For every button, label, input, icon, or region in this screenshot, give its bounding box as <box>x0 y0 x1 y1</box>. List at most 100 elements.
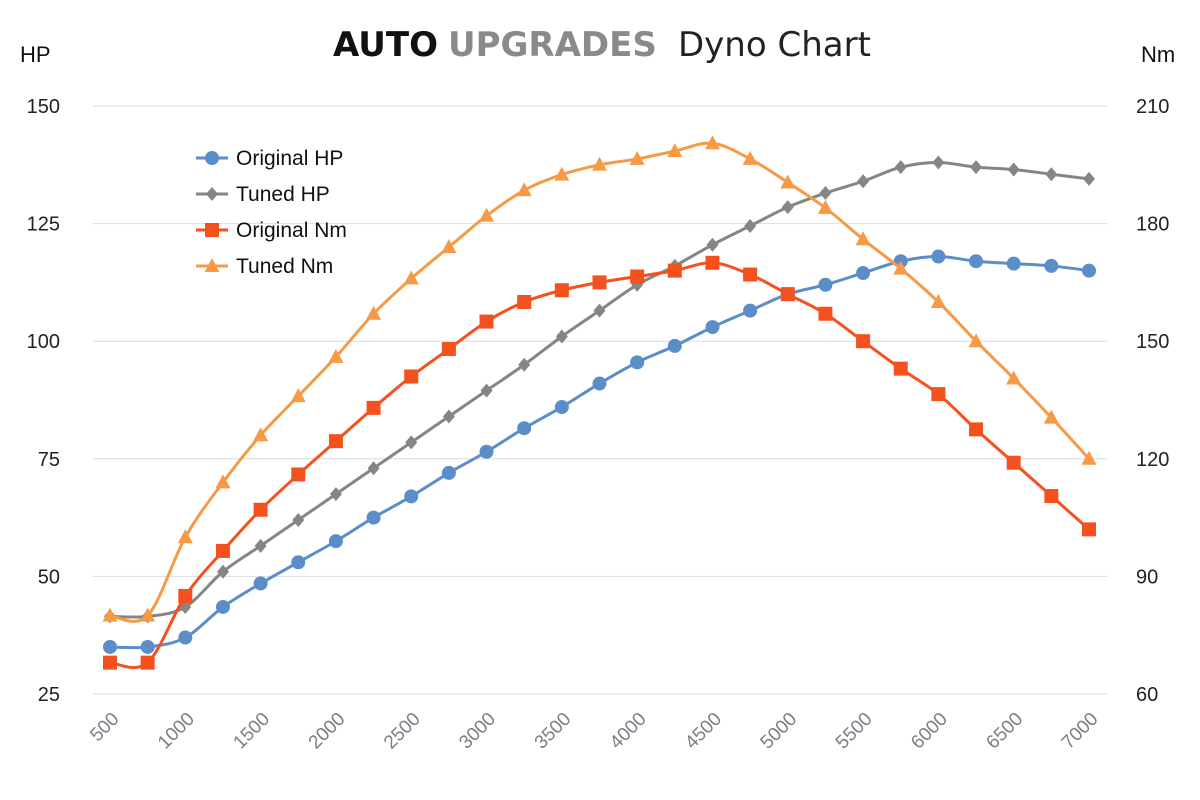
series-layer <box>102 135 1097 670</box>
x-tick-label: 500 <box>86 709 123 746</box>
data-point <box>366 510 381 525</box>
left-tick-label: 25 <box>38 684 60 706</box>
right-tick-label: 60 <box>1136 684 1158 706</box>
data-point <box>216 564 229 579</box>
series-tuned-hp <box>104 155 1095 624</box>
data-point <box>479 207 495 222</box>
data-point <box>1082 522 1096 537</box>
data-point <box>442 409 455 424</box>
data-point <box>366 400 381 415</box>
data-point <box>328 534 343 549</box>
data-point <box>742 150 758 165</box>
data-point <box>705 255 720 270</box>
data-point <box>1006 256 1021 271</box>
data-point <box>441 342 456 357</box>
data-point <box>780 287 795 302</box>
data-point <box>178 630 193 645</box>
data-point <box>1043 409 1059 424</box>
data-point <box>856 334 871 349</box>
data-point <box>592 156 607 171</box>
series-tuned-nm <box>102 135 1097 623</box>
data-point <box>178 589 193 603</box>
data-point <box>968 333 984 348</box>
right-tick-label: 90 <box>1136 566 1158 588</box>
right-tick-label: 120 <box>1136 449 1169 471</box>
data-point <box>253 502 268 517</box>
x-tick-label: 1000 <box>154 709 199 754</box>
data-point <box>554 166 570 181</box>
data-point <box>705 320 720 335</box>
data-point <box>441 239 457 254</box>
data-point <box>818 306 833 321</box>
series-line <box>109 261 1090 670</box>
data-point <box>367 461 380 476</box>
x-axis-ticks: 500 1000 1500 2000 2500 3000 3500 4000 4500 5000 5… <box>86 709 1102 754</box>
data-point <box>403 270 419 285</box>
data-point <box>480 383 493 398</box>
data-point <box>329 487 342 502</box>
data-point <box>140 607 156 622</box>
data-point <box>1082 263 1096 278</box>
series-original-nm <box>103 255 1096 670</box>
right-axis-unit: Nm <box>1141 42 1175 67</box>
x-tick-label: 3500 <box>531 709 576 754</box>
data-point <box>894 160 907 175</box>
left-axis-ticks: 25 50 75 100 125 150 <box>27 96 60 706</box>
legend-item: Tuned HP <box>196 183 330 206</box>
data-point <box>930 294 946 308</box>
data-point <box>479 314 494 329</box>
legend-label: Original Nm <box>236 219 347 242</box>
data-point <box>1081 450 1097 465</box>
left-tick-label: 100 <box>27 331 60 353</box>
data-point <box>743 267 758 282</box>
legend-item: Original Nm <box>196 219 347 242</box>
legend-label: Tuned Nm <box>236 255 333 278</box>
data-point <box>855 231 871 246</box>
legend-marker <box>205 223 219 237</box>
data-point <box>215 543 230 558</box>
legend-item: Tuned Nm <box>196 255 333 278</box>
right-tick-label: 180 <box>1136 214 1169 236</box>
data-point <box>1007 162 1020 177</box>
data-point <box>817 199 833 214</box>
data-point <box>366 305 382 320</box>
data-point <box>969 254 984 269</box>
x-tick-label: 4000 <box>606 709 651 754</box>
data-point <box>554 283 569 298</box>
data-point <box>140 639 155 654</box>
x-tick-label: 5500 <box>832 709 877 754</box>
data-point <box>630 269 645 284</box>
left-axis-unit: HP <box>20 42 51 67</box>
data-point <box>404 489 419 504</box>
data-point <box>630 355 645 370</box>
x-tick-label: 7000 <box>1058 709 1103 754</box>
chart-title-brand-upgrades: UPGRADES <box>448 25 657 65</box>
data-point <box>1044 489 1059 504</box>
x-tick-label: 2000 <box>305 709 350 754</box>
chart-subtitle: Dyno Chart <box>678 25 871 65</box>
legend-item: Original HP <box>196 147 343 170</box>
data-point <box>818 277 833 292</box>
legend-marker <box>206 187 218 201</box>
x-tick-label: 1500 <box>229 709 274 754</box>
data-point <box>177 529 193 544</box>
data-point <box>629 150 645 165</box>
data-point <box>1044 258 1059 273</box>
data-point <box>328 434 343 449</box>
data-point <box>667 263 682 278</box>
data-point <box>893 260 909 275</box>
legend-label: Tuned HP <box>236 183 330 206</box>
right-tick-label: 210 <box>1136 96 1169 118</box>
data-point <box>254 538 267 553</box>
left-tick-label: 125 <box>27 214 60 236</box>
data-point <box>103 639 117 654</box>
data-point <box>931 249 946 264</box>
grid-lines <box>93 105 1108 695</box>
data-point <box>667 338 682 353</box>
data-point <box>102 607 118 622</box>
data-point <box>1006 370 1022 385</box>
data-point <box>215 474 231 489</box>
legend-label: Original HP <box>236 147 343 170</box>
data-point <box>479 444 494 459</box>
